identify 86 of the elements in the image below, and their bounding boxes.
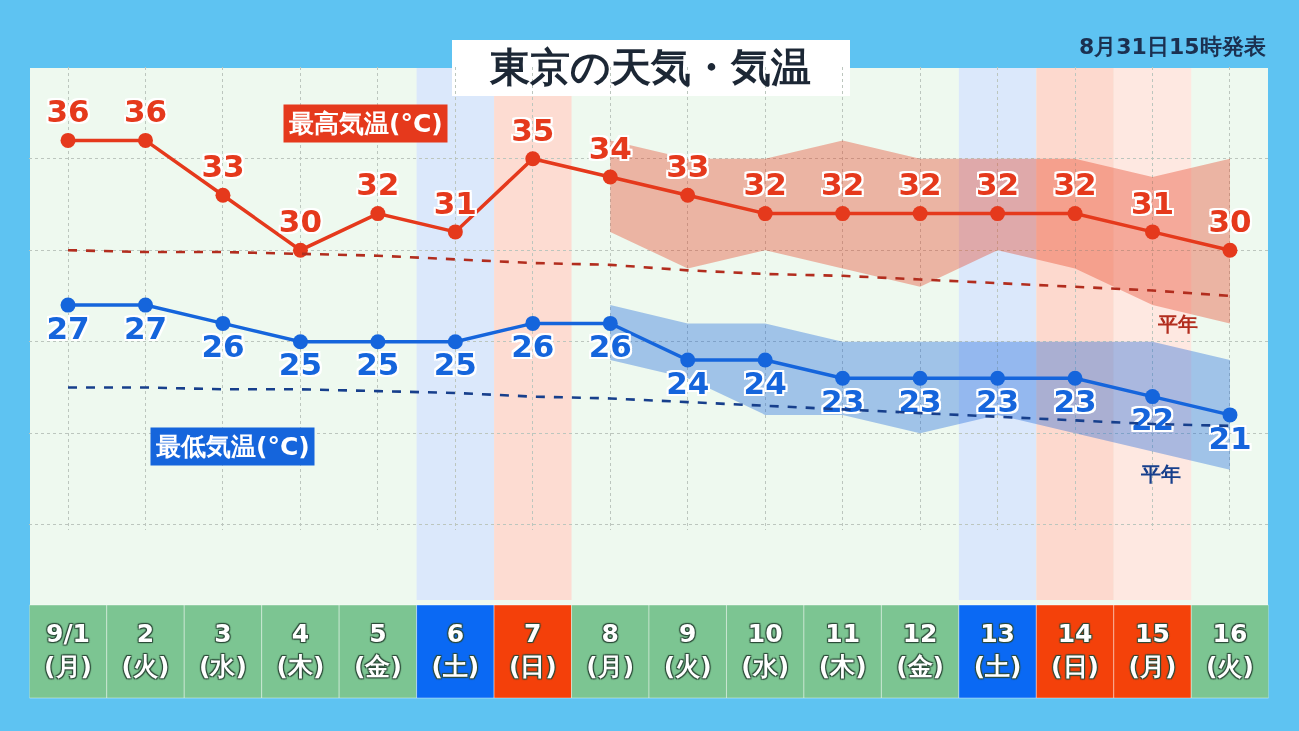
- point: [1067, 206, 1083, 222]
- data-label: 21: [1208, 419, 1252, 456]
- point: [1067, 370, 1083, 386]
- point: [525, 151, 541, 167]
- x-tick-label: 12 (金): [896, 619, 945, 681]
- data-label: 26: [201, 328, 245, 365]
- point: [1145, 224, 1161, 240]
- data-label: 23: [976, 382, 1020, 419]
- chart-title: 東京の天気・気温: [488, 44, 811, 90]
- data-label: 32: [1053, 166, 1097, 203]
- x-tick-label: 7 (日): [508, 619, 557, 681]
- x-tick-label: 9 (火): [663, 619, 712, 681]
- data-label: 31: [1130, 184, 1175, 221]
- point: [912, 370, 928, 386]
- data-label: 34: [588, 129, 632, 166]
- point: [680, 187, 696, 203]
- point: [370, 334, 386, 350]
- data-label: 23: [898, 382, 942, 419]
- data-label: 32: [821, 166, 865, 203]
- point: [292, 242, 308, 258]
- point: [990, 206, 1006, 222]
- x-tick-label: 15 (月): [1128, 619, 1177, 681]
- x-tick-label: 2 (火): [121, 619, 170, 681]
- data-label: 27: [46, 309, 90, 346]
- series-label: 平年: [1157, 312, 1198, 336]
- point: [447, 334, 463, 350]
- x-tick-label: 6 (土): [431, 619, 480, 681]
- text: 最高気温(°C): [288, 109, 443, 138]
- x-tick-label: 9/1 (月): [44, 619, 92, 681]
- data-label: 33: [201, 148, 245, 185]
- point: [60, 132, 76, 148]
- point: [138, 297, 153, 313]
- point: [60, 297, 76, 313]
- x-tick-label: 4 (木): [276, 619, 325, 681]
- point: [1222, 407, 1238, 423]
- text: 最低気温(°C): [155, 432, 310, 461]
- point: [912, 206, 928, 222]
- x-tick-label: 16 (火): [1206, 619, 1254, 681]
- data-label: 23: [1053, 382, 1097, 419]
- point: [757, 352, 773, 368]
- data-label: 31: [433, 184, 477, 221]
- data-label: 30: [278, 203, 322, 240]
- point: [835, 370, 851, 386]
- data-label: 30: [1208, 203, 1252, 240]
- point: [680, 352, 696, 368]
- point: [1222, 242, 1238, 258]
- point: [835, 206, 851, 222]
- point: [525, 315, 541, 331]
- x-tick-label: 14 (日): [1051, 619, 1099, 681]
- x-tick-label: 8 (月): [586, 619, 635, 681]
- data-label: 33: [666, 148, 710, 185]
- point: [602, 169, 618, 185]
- data-label: 36: [46, 93, 90, 130]
- point: [1145, 389, 1161, 405]
- data-label: 24: [743, 364, 787, 401]
- point: [370, 206, 386, 222]
- x-tick-label: 13 (土): [973, 619, 1022, 681]
- data-label: 26: [511, 328, 555, 365]
- point: [215, 187, 231, 203]
- x-tick-label: 11 (木): [818, 619, 867, 681]
- data-label: 24: [666, 364, 710, 401]
- point: [292, 334, 308, 350]
- data-label: 32: [898, 166, 942, 203]
- data-label: 23: [821, 382, 865, 419]
- point: [602, 315, 618, 331]
- x-tick-label: 10 (水): [741, 619, 790, 681]
- chart-subtitle: 8月31日15時発表: [1079, 34, 1266, 59]
- data-label: 32: [743, 166, 787, 203]
- data-label: 27: [123, 309, 168, 346]
- data-label: 36: [123, 93, 168, 130]
- data-label: 25: [278, 346, 322, 383]
- point: [215, 315, 231, 331]
- data-label: 32: [976, 166, 1020, 203]
- data-label: 26: [588, 328, 632, 365]
- point: [138, 132, 153, 148]
- x-tick-label: 5 (金): [353, 619, 402, 681]
- point: [447, 224, 463, 240]
- data-label: 25: [433, 346, 477, 383]
- data-label: 35: [511, 111, 555, 148]
- x-tick-label: 3 (水): [199, 619, 247, 681]
- series-label: 平年: [1140, 462, 1181, 486]
- point: [990, 370, 1006, 386]
- data-label: 25: [356, 346, 400, 383]
- point: [757, 206, 773, 222]
- data-label: 32: [356, 166, 400, 203]
- data-label: 22: [1130, 401, 1175, 438]
